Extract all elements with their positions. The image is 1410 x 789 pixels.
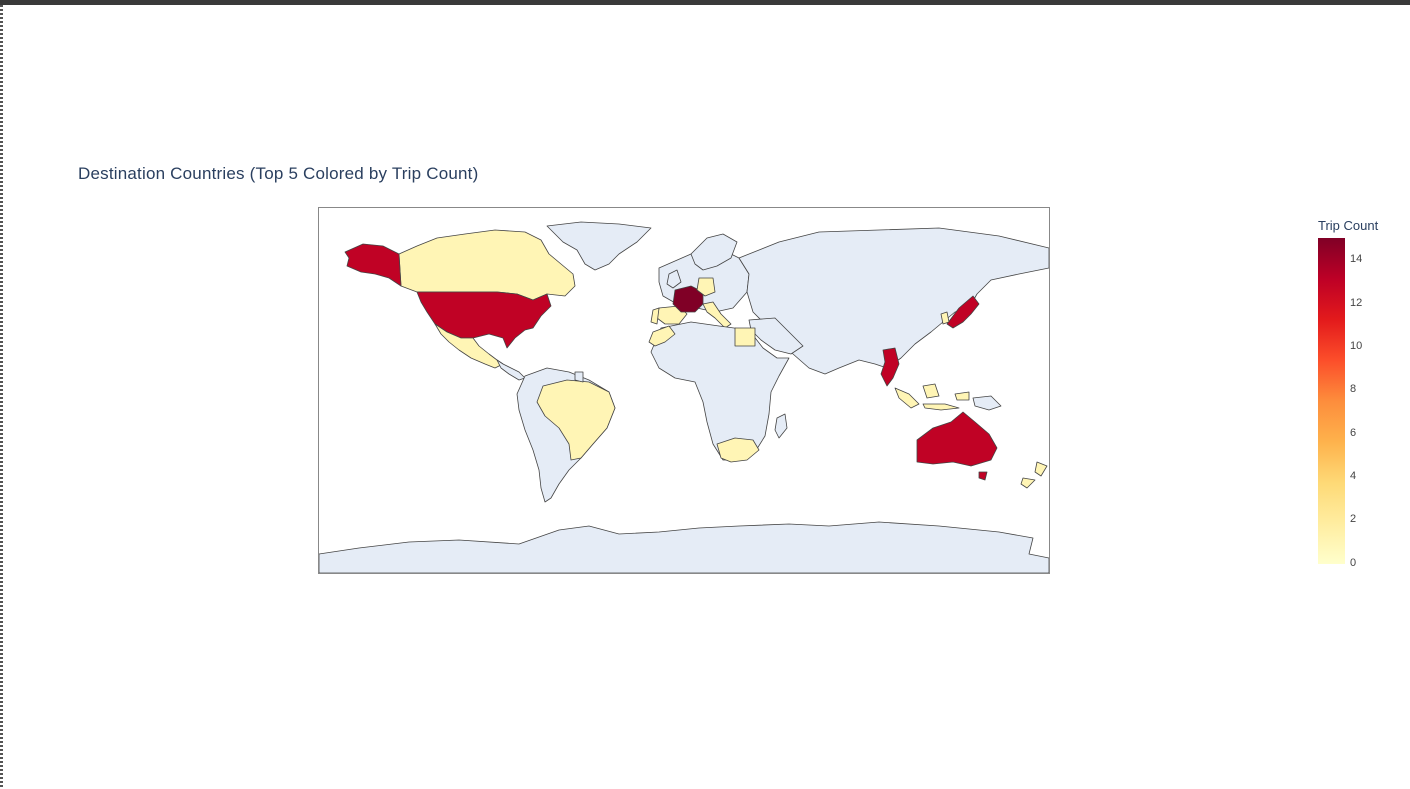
country-france[interactable]	[672, 285, 704, 313]
colorbar-tick-label: 2	[1350, 513, 1357, 525]
region-africa[interactable]	[650, 321, 790, 461]
world-map[interactable]	[319, 208, 1049, 573]
country-egypt[interactable]	[734, 327, 756, 347]
colorbar-tick-label: 12	[1350, 297, 1363, 309]
colorbar-tick-label: 6	[1350, 427, 1357, 439]
country-madagascar[interactable]	[774, 413, 788, 439]
country-portugal[interactable]	[650, 307, 660, 325]
country-canada[interactable]	[398, 229, 576, 301]
country-french-guiana[interactable]	[574, 371, 584, 383]
window-left-border	[0, 5, 3, 789]
colorbar-tick-label: 4	[1350, 470, 1357, 482]
country-thailand[interactable]	[880, 347, 900, 387]
colorbar-tick-label: 10	[1350, 340, 1363, 352]
country-south-korea[interactable]	[940, 311, 950, 325]
country-central-america[interactable]	[496, 359, 526, 381]
region-antarctica[interactable]	[319, 521, 1049, 573]
country-brazil[interactable]	[536, 379, 616, 461]
country-australia[interactable]	[916, 411, 998, 467]
colorbar-gradient	[1318, 238, 1345, 564]
country-australia-tasmania[interactable]	[978, 471, 988, 481]
colorbar-tick-label: 14	[1350, 253, 1363, 265]
colorbar-title: Trip Count	[1318, 218, 1379, 233]
country-united-kingdom[interactable]	[666, 269, 682, 289]
country-south-africa[interactable]	[716, 437, 760, 463]
country-new-zealand[interactable]	[1020, 461, 1048, 489]
country-united-states[interactable]	[416, 291, 552, 349]
country-germany[interactable]	[696, 277, 716, 297]
country-italy[interactable]	[702, 301, 732, 329]
country-greenland[interactable]	[546, 221, 652, 271]
colorbar-tick-label: 0	[1350, 557, 1357, 569]
country-japan[interactable]	[946, 295, 980, 329]
region-scandinavia[interactable]	[690, 233, 738, 271]
colorbar-tick-label: 8	[1350, 383, 1357, 395]
country-united-states-alaska[interactable]	[344, 243, 402, 287]
country-morocco[interactable]	[648, 325, 676, 347]
window-top-border	[0, 0, 1410, 5]
map-frame[interactable]	[318, 207, 1050, 574]
country-indonesia[interactable]	[894, 383, 970, 411]
chart-title: Destination Countries (Top 5 Colored by …	[78, 164, 479, 183]
country-papua-new-guinea[interactable]	[972, 395, 1002, 411]
